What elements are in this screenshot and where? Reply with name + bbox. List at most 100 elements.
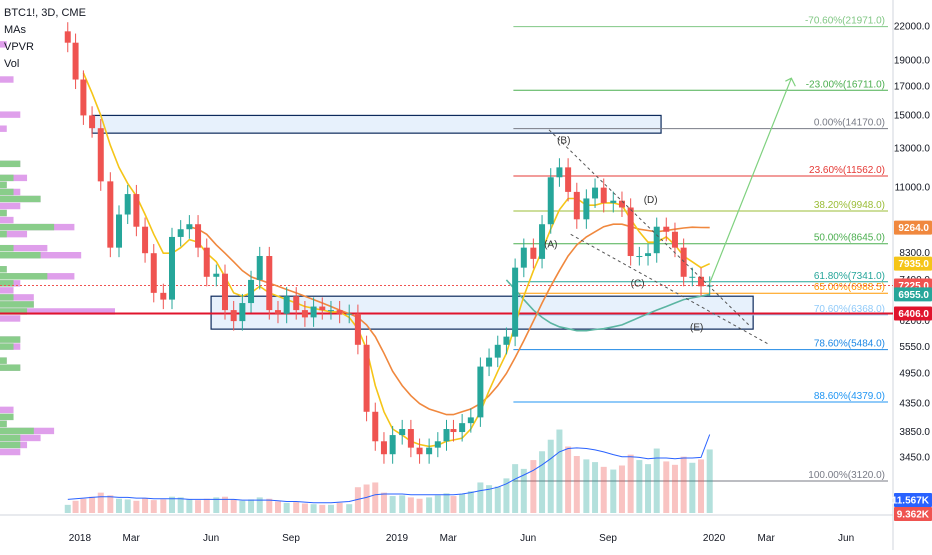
vpvr-bar-up [0, 223, 55, 231]
volume-bar [72, 500, 79, 513]
drawings: (A) (B) (C) (D) (E) [544, 77, 796, 346]
price-badge-text: 7225.0 [898, 281, 929, 292]
candle-body [565, 167, 572, 192]
y-tick-label: 19000.0 [894, 55, 931, 66]
volume-bar [89, 496, 96, 513]
y-tick-label: 11000.0 [895, 183, 931, 194]
volume-bar [274, 501, 281, 513]
candle-body [186, 224, 193, 230]
vpvr-bar [0, 287, 14, 294]
volume-bar [319, 504, 326, 513]
candle-body [80, 79, 87, 116]
vpvr-bar [0, 230, 28, 238]
volume-bar [573, 456, 580, 513]
price-series [64, 22, 713, 464]
vpvr-bar-up [0, 364, 21, 371]
vpvr-bar-up [0, 188, 14, 196]
fib-label: 23.60%(11562.0) [809, 165, 885, 176]
volume-badge-text: 9.362K [897, 510, 930, 521]
candle-body [301, 310, 308, 318]
vpvr-bar [0, 216, 14, 224]
volume-bar [689, 462, 696, 513]
fib-label: -23.00%(16711.0) [806, 79, 885, 90]
candle-body [592, 187, 599, 199]
volume-bar [363, 484, 370, 513]
candle-body [239, 303, 246, 322]
symbol-title[interactable]: BTC1!, 3D, CME [4, 7, 86, 19]
candle-body [539, 224, 546, 259]
fib-label: -70.60%(21971.0) [805, 16, 885, 27]
price-badge-text: 6955.0 [898, 290, 929, 301]
y-tick-label: 4950.0 [899, 369, 930, 380]
wave-label: (E) [690, 323, 703, 334]
y-tick-label: 22000.0 [894, 21, 931, 32]
volume-bar [310, 504, 317, 513]
volume-bar [477, 482, 484, 513]
volume-bar [494, 486, 501, 513]
x-tick-label: Sep [599, 533, 617, 544]
candle-body [319, 306, 326, 311]
x-tick-label: Jun [520, 533, 536, 544]
volume-average-line [67, 434, 711, 504]
indicator-mas[interactable]: MAs [4, 24, 26, 36]
candle-body [520, 247, 527, 268]
volume-bar [301, 503, 308, 513]
candle-body [434, 441, 441, 448]
volume-bar [283, 502, 290, 513]
volume-bar [239, 500, 246, 513]
volume-bar [107, 495, 114, 513]
indicator-vpvr[interactable]: VPVR [4, 41, 34, 53]
candle-body [221, 273, 228, 311]
candle-body [124, 194, 131, 215]
volume-bar [230, 499, 237, 513]
volume-bar [539, 451, 546, 513]
candle-body [283, 296, 290, 314]
volume-bar [336, 502, 343, 513]
price-badge [894, 287, 932, 302]
candle-body [706, 285, 713, 287]
candle-body [89, 115, 96, 129]
price-axis-panel [893, 0, 932, 550]
vpvr-bar-up [0, 174, 14, 182]
volume-bar [443, 493, 450, 513]
indicator-vol[interactable]: Vol [4, 58, 20, 70]
candle-body [426, 447, 433, 455]
volume-bar [556, 429, 563, 513]
volume-bar [434, 495, 441, 513]
price-badge-text: 9264.0 [898, 223, 929, 234]
volume-bar [256, 497, 263, 513]
candle-body [399, 429, 406, 436]
candle-body [346, 313, 353, 315]
resistance-zone [91, 114, 662, 134]
price-badge [894, 220, 932, 235]
vpvr-bar-up [0, 160, 21, 168]
vpvr-bar-up [0, 181, 7, 189]
candle-body [636, 256, 643, 258]
candle-body [107, 181, 114, 248]
candle-body [248, 279, 255, 304]
volume-bar [618, 465, 625, 513]
chart-background [0, 0, 893, 550]
volume-badge [894, 493, 932, 507]
volume-bar [645, 464, 652, 513]
volume-bar [636, 460, 643, 513]
volume-bar [663, 461, 670, 513]
candle-body [363, 344, 370, 412]
volume-bar [467, 491, 474, 513]
wave-label: (D) [644, 195, 658, 206]
volume-bar [653, 448, 660, 513]
candle-body [450, 429, 457, 433]
volume-bar [168, 496, 175, 513]
vpvr-bar [0, 315, 21, 322]
x-tick-label: 2019 [386, 533, 409, 544]
vpvr-bar-up [0, 230, 7, 238]
volume-bar [627, 454, 634, 513]
volume-bar [389, 496, 396, 513]
vpvr-bar [0, 294, 34, 301]
candle-body [97, 128, 104, 182]
candle-body [663, 226, 670, 232]
x-tick-label: Jun [203, 533, 219, 544]
y-tick-label: 6200.0 [899, 316, 930, 327]
